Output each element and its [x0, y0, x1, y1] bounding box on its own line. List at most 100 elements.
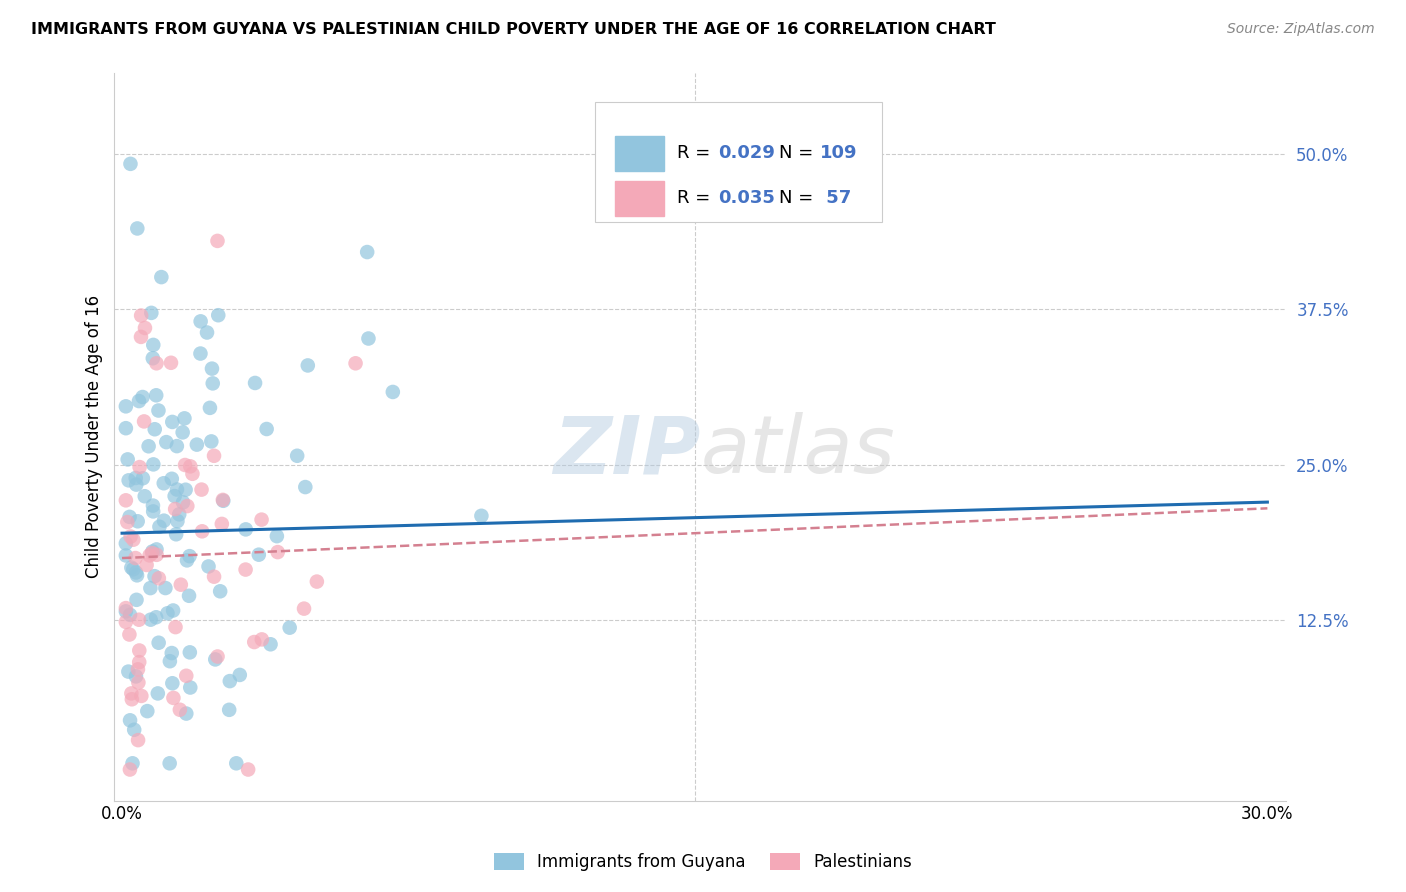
Point — [218, 703, 240, 717]
Point — [121, 756, 143, 771]
Point — [155, 581, 177, 595]
Point — [150, 270, 173, 285]
Point — [211, 492, 233, 507]
Point — [160, 356, 183, 370]
Point — [344, 356, 367, 370]
Point — [115, 493, 138, 508]
Point — [142, 351, 165, 366]
Point — [162, 676, 184, 690]
Point — [132, 471, 155, 485]
Point — [297, 359, 319, 373]
Text: atlas: atlas — [700, 412, 896, 491]
Point — [201, 361, 224, 376]
Point — [173, 411, 195, 425]
Point — [166, 483, 188, 497]
Point — [267, 545, 290, 559]
Y-axis label: Child Poverty Under the Age of 16: Child Poverty Under the Age of 16 — [86, 295, 103, 578]
Text: 57: 57 — [820, 189, 851, 207]
Point — [132, 414, 155, 428]
Point — [152, 476, 174, 491]
Point — [142, 458, 165, 472]
Point — [191, 524, 214, 539]
Point — [256, 422, 278, 436]
Point — [225, 756, 247, 771]
Point — [202, 570, 225, 584]
Point — [145, 388, 167, 402]
Point — [128, 460, 150, 475]
Point — [118, 627, 141, 641]
Point — [115, 604, 138, 618]
Point — [145, 542, 167, 557]
Point — [120, 157, 142, 171]
Text: R =: R = — [678, 189, 716, 207]
Point — [163, 489, 186, 503]
Point — [190, 314, 212, 328]
Text: N =: N = — [779, 145, 818, 162]
Point — [125, 592, 148, 607]
Point — [153, 514, 176, 528]
Point — [131, 390, 153, 404]
Point — [207, 649, 229, 664]
Point — [136, 704, 159, 718]
Point — [115, 615, 138, 629]
Point — [162, 690, 184, 705]
Point — [204, 652, 226, 666]
Point — [125, 566, 148, 580]
Point — [160, 472, 183, 486]
FancyBboxPatch shape — [595, 102, 882, 222]
Point — [197, 559, 219, 574]
Point — [139, 613, 162, 627]
Point — [169, 703, 191, 717]
Point — [145, 356, 167, 370]
Point — [117, 452, 139, 467]
Point — [148, 520, 170, 534]
Point — [209, 584, 232, 599]
Point — [145, 610, 167, 624]
Point — [198, 401, 221, 415]
Point — [141, 306, 163, 320]
Point — [115, 536, 138, 550]
Point — [129, 309, 152, 323]
Point — [138, 439, 160, 453]
Point — [181, 467, 204, 481]
Point — [120, 686, 142, 700]
Point — [250, 513, 273, 527]
Point — [159, 654, 181, 668]
Point — [356, 245, 378, 260]
Point — [134, 321, 156, 335]
Point — [202, 449, 225, 463]
Point — [179, 645, 201, 659]
Bar — [614, 181, 664, 216]
Text: 0.029: 0.029 — [718, 145, 775, 162]
Point — [148, 571, 170, 585]
Point — [159, 756, 181, 771]
Point — [162, 415, 184, 429]
Point — [470, 508, 492, 523]
Point — [172, 425, 194, 440]
Text: ZIP: ZIP — [553, 412, 700, 491]
Point — [142, 504, 165, 518]
Point — [160, 646, 183, 660]
Point — [190, 483, 212, 497]
Point — [125, 669, 148, 683]
Point — [122, 723, 145, 737]
Point — [162, 603, 184, 617]
Point — [134, 489, 156, 503]
Point — [141, 544, 163, 558]
Point — [179, 549, 201, 563]
Point — [121, 692, 143, 706]
Point — [229, 668, 252, 682]
Point — [165, 502, 187, 516]
Point — [259, 637, 281, 651]
Point — [120, 530, 142, 544]
Point — [125, 568, 148, 582]
Point — [292, 601, 315, 615]
Legend: Immigrants from Guyana, Palestinians: Immigrants from Guyana, Palestinians — [485, 845, 921, 880]
Point — [142, 499, 165, 513]
Point — [148, 636, 170, 650]
Point — [165, 527, 187, 541]
Point — [212, 493, 235, 508]
Point — [285, 449, 308, 463]
Point — [266, 529, 288, 543]
Point — [166, 439, 188, 453]
